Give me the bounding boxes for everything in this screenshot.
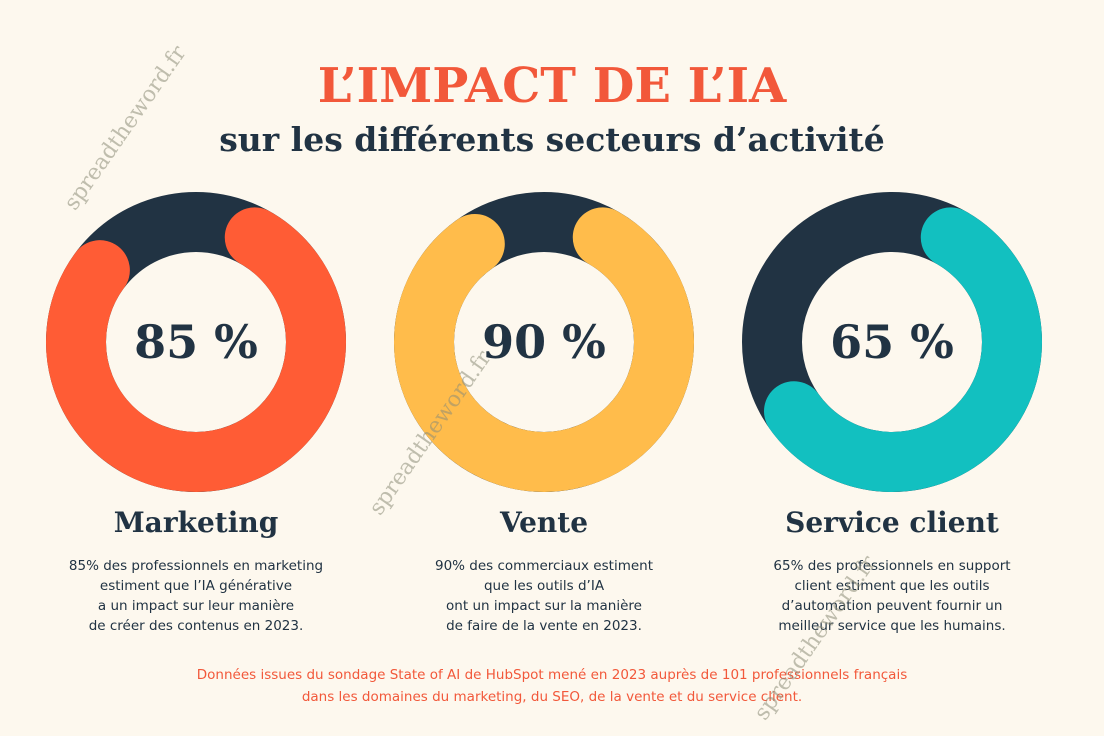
description-line: client estiment que les outils — [794, 578, 990, 594]
description-line: 65% des professionnels en support — [773, 558, 1011, 574]
description-line: de faire de la vente en 2023. — [446, 618, 642, 634]
description-line: a un impact sur leur manière — [97, 598, 295, 614]
page-title: L’IMPACT DE L’IA — [317, 58, 787, 114]
sector-description: 90% des commerciaux estiment que les outi… — [374, 556, 714, 636]
description-line: d’automation peuvent fournir un — [781, 598, 1003, 614]
description-line: estiment que l’IA générative — [99, 578, 293, 594]
source-line: Données issues du sondage State of AI de… — [196, 667, 908, 683]
sector-label: Marketing — [113, 506, 279, 539]
page-subtitle: sur les différents secteurs d’activité — [219, 120, 885, 159]
donut-value-arc — [46, 192, 346, 492]
donut-value-label: 65 % — [830, 315, 954, 369]
source-note: Données issues du sondage State of AI de… — [0, 664, 1104, 708]
donut-value-label: 85 % — [134, 315, 258, 369]
donut-chart-0: 85 % — [46, 192, 346, 492]
description-line: ont un impact sur la manière — [446, 598, 642, 614]
description-line: de créer des contenus en 2023. — [88, 618, 304, 634]
sector-description: 85% des professionnels en marketing estim… — [26, 556, 366, 636]
sector-label: Vente — [499, 506, 589, 539]
sector-label: Service client — [785, 506, 999, 539]
source-line: dans les domaines du marketing, du SEO, … — [301, 689, 803, 705]
donut-value-arc — [742, 192, 1042, 492]
donut-value-label: 90 % — [482, 315, 606, 369]
donut-chart-2: 65 % — [742, 192, 1042, 492]
sector-description: 65% des professionnels en support client … — [722, 556, 1062, 636]
description-line: meilleur service que les humains. — [778, 618, 1006, 634]
description-line: que les outils d’IA — [483, 578, 605, 594]
donut-value-arc — [394, 192, 694, 492]
donut-chart-1: 90 % — [394, 192, 694, 492]
description-line: 85% des professionnels en marketing — [68, 558, 324, 574]
description-line: 90% des commerciaux estiment — [434, 558, 653, 574]
